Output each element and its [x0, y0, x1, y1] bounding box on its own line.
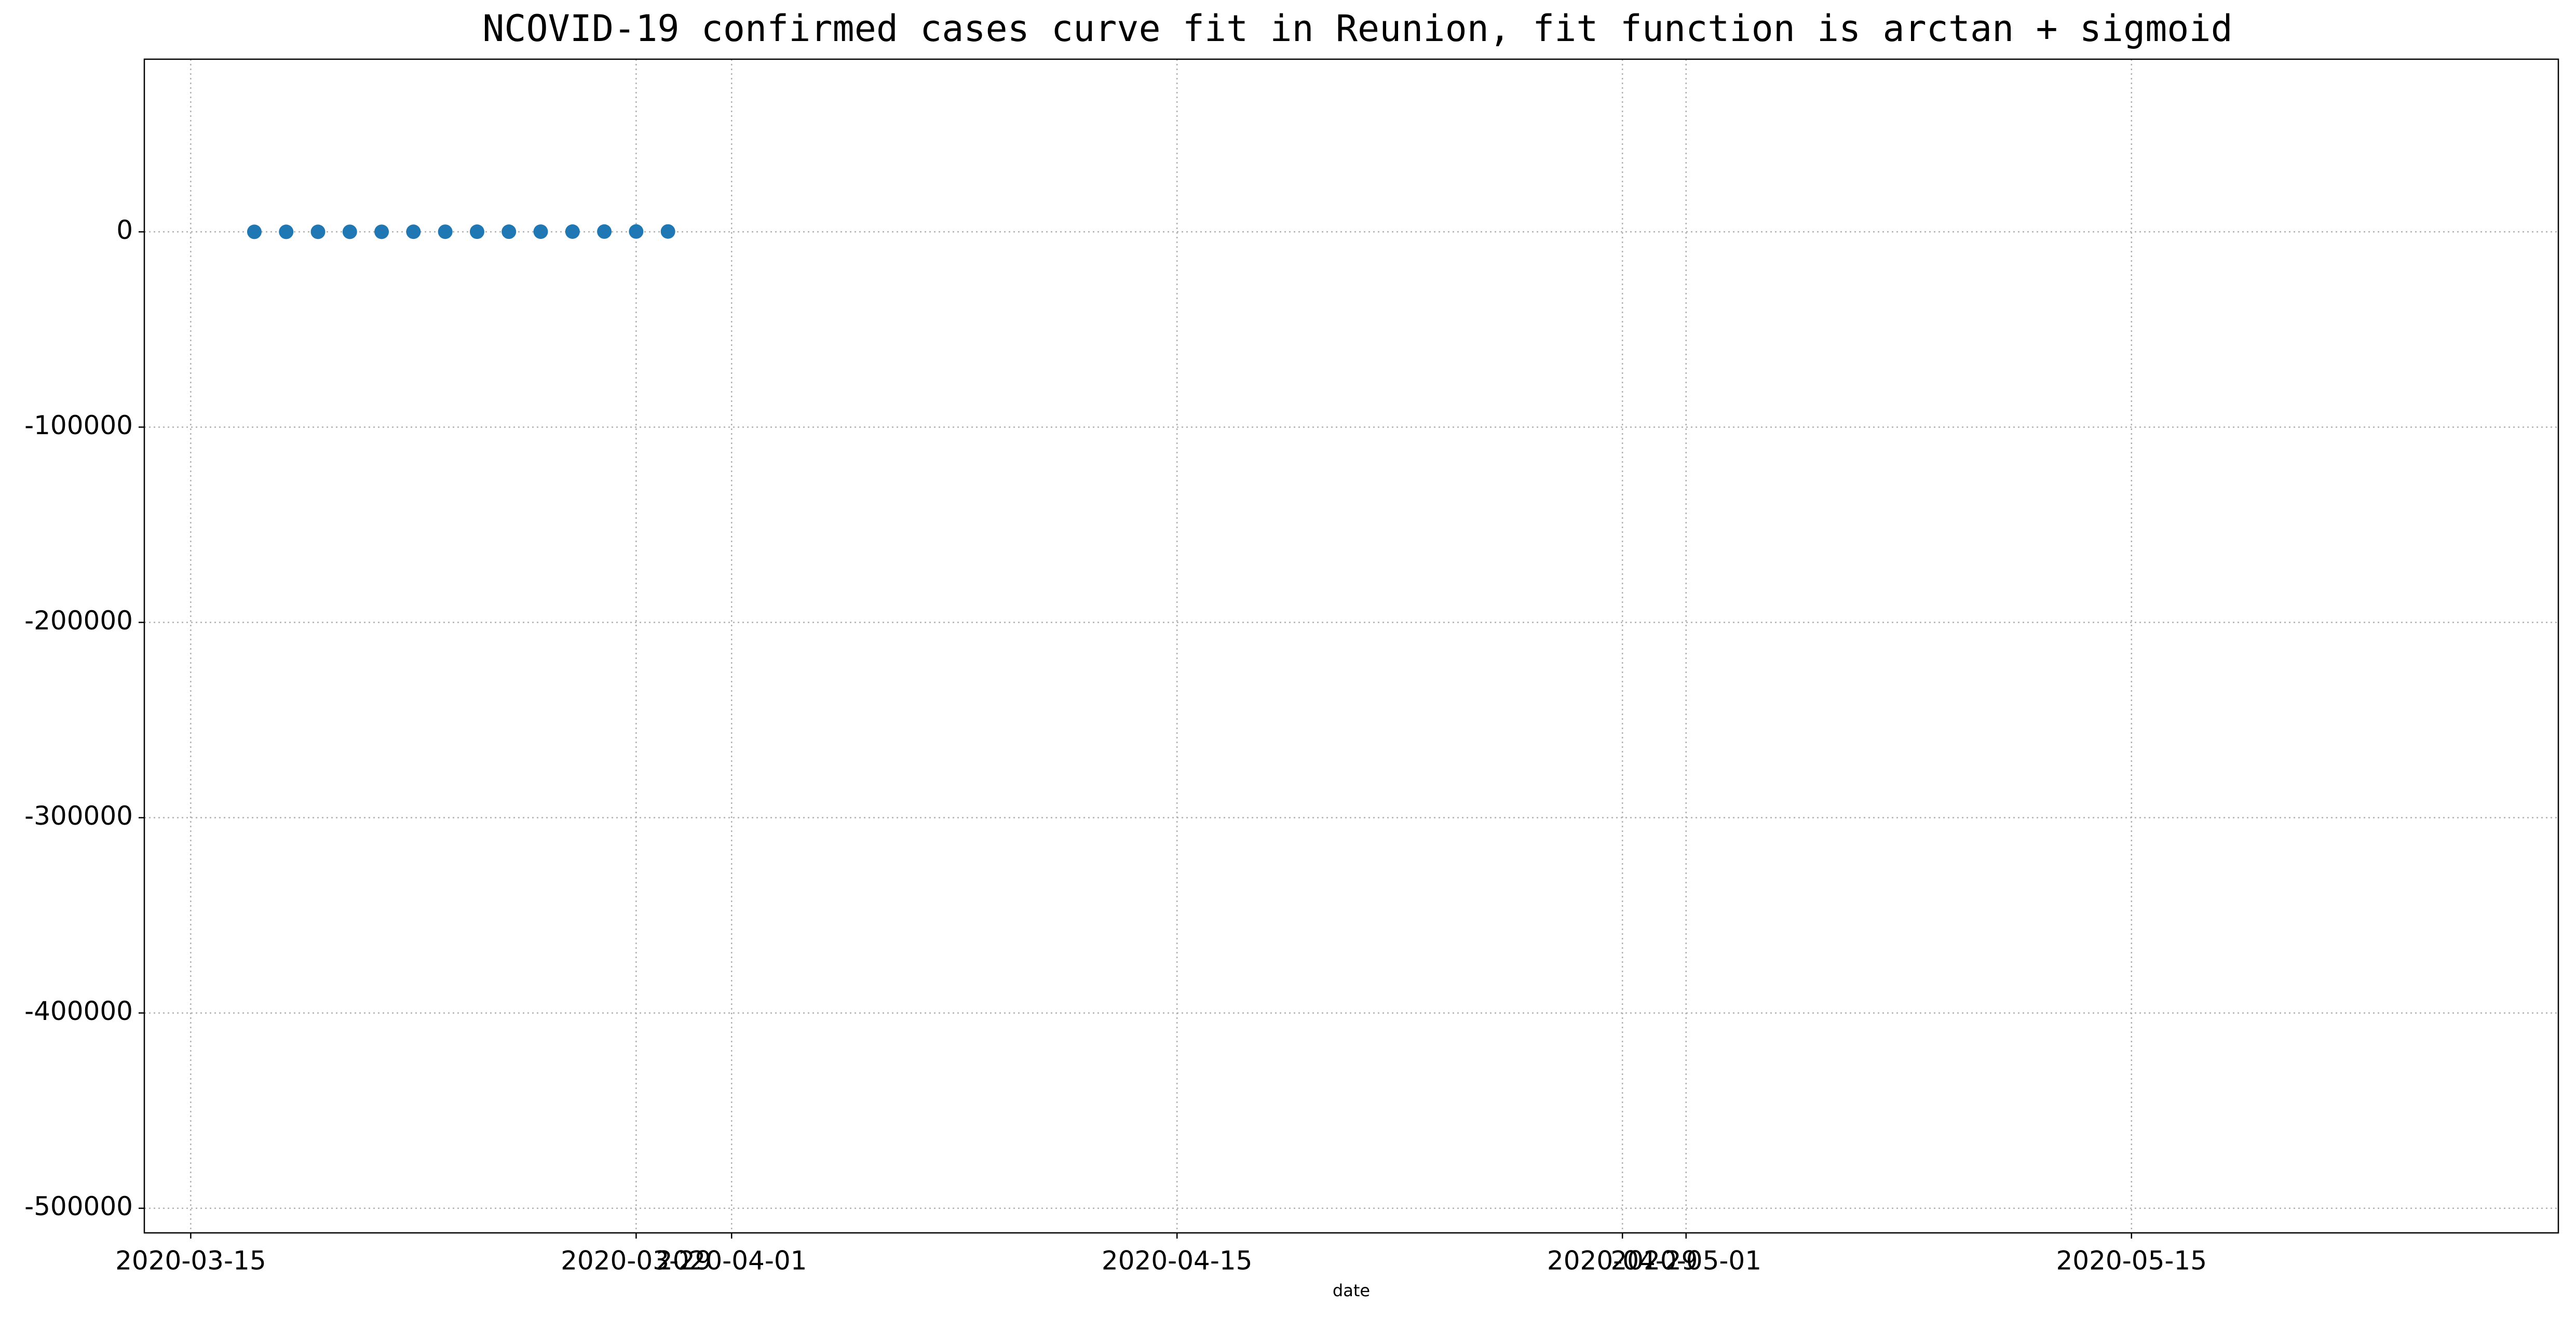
x-tick-label: 2020-05-01 [1610, 1246, 1761, 1276]
series-marker [629, 224, 644, 239]
series-marker [565, 224, 580, 239]
y-tick-label: -200000 [24, 606, 133, 636]
plot-frame [143, 58, 2559, 1234]
chart-title: NCOVID-19 confirmed cases curve fit in R… [482, 7, 2232, 50]
x-tick-label: 2020-04-29 [1547, 1246, 1698, 1276]
y-tick-label: 0 [116, 215, 133, 245]
y-tick-label: -300000 [24, 801, 133, 831]
series-marker [374, 224, 389, 239]
x-tick-label: 2020-04-01 [656, 1246, 807, 1276]
series-marker [469, 224, 484, 239]
y-tick-label: -100000 [24, 410, 133, 440]
y-tick-label: -400000 [24, 996, 133, 1026]
x-tick-label: 2020-03-15 [115, 1246, 266, 1276]
series-marker [597, 224, 612, 239]
series-marker [247, 224, 262, 239]
series-marker [660, 224, 675, 239]
series-marker [533, 224, 548, 239]
x-tick-label: 2020-03-29 [561, 1246, 712, 1276]
series-marker [438, 224, 453, 239]
plot-area [247, 224, 675, 239]
x-tick-label: 2020-05-15 [2056, 1246, 2207, 1276]
series-marker [310, 224, 326, 239]
x-tick-label: 2020-04-15 [1102, 1246, 1253, 1276]
series-marker [406, 224, 421, 239]
series-marker [501, 224, 517, 239]
series-marker [279, 224, 294, 239]
y-tick-label: -500000 [24, 1191, 133, 1221]
x-axis-label: date [1333, 1281, 1370, 1300]
series-marker [342, 224, 357, 239]
